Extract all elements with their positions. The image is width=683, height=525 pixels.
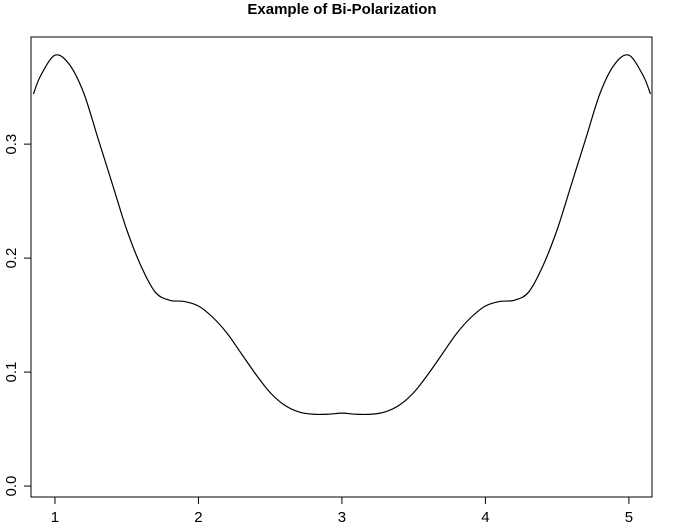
y-tick-label: 0.1 — [3, 362, 20, 383]
data-line — [32, 54, 651, 416]
y-tick-label: 0.2 — [3, 248, 20, 269]
chart-title: Example of Bi-Polarization — [247, 1, 436, 18]
y-tick-label: 0.3 — [3, 134, 20, 155]
x-tick-label: 2 — [194, 509, 202, 525]
x-tick-label: 1 — [51, 509, 59, 525]
x-tick-label: 4 — [481, 509, 489, 525]
x-tick-label: 5 — [625, 509, 633, 525]
x-tick-label: 3 — [338, 509, 346, 525]
y-tick-label: 0.0 — [3, 476, 20, 497]
plot-box — [30, 36, 653, 498]
